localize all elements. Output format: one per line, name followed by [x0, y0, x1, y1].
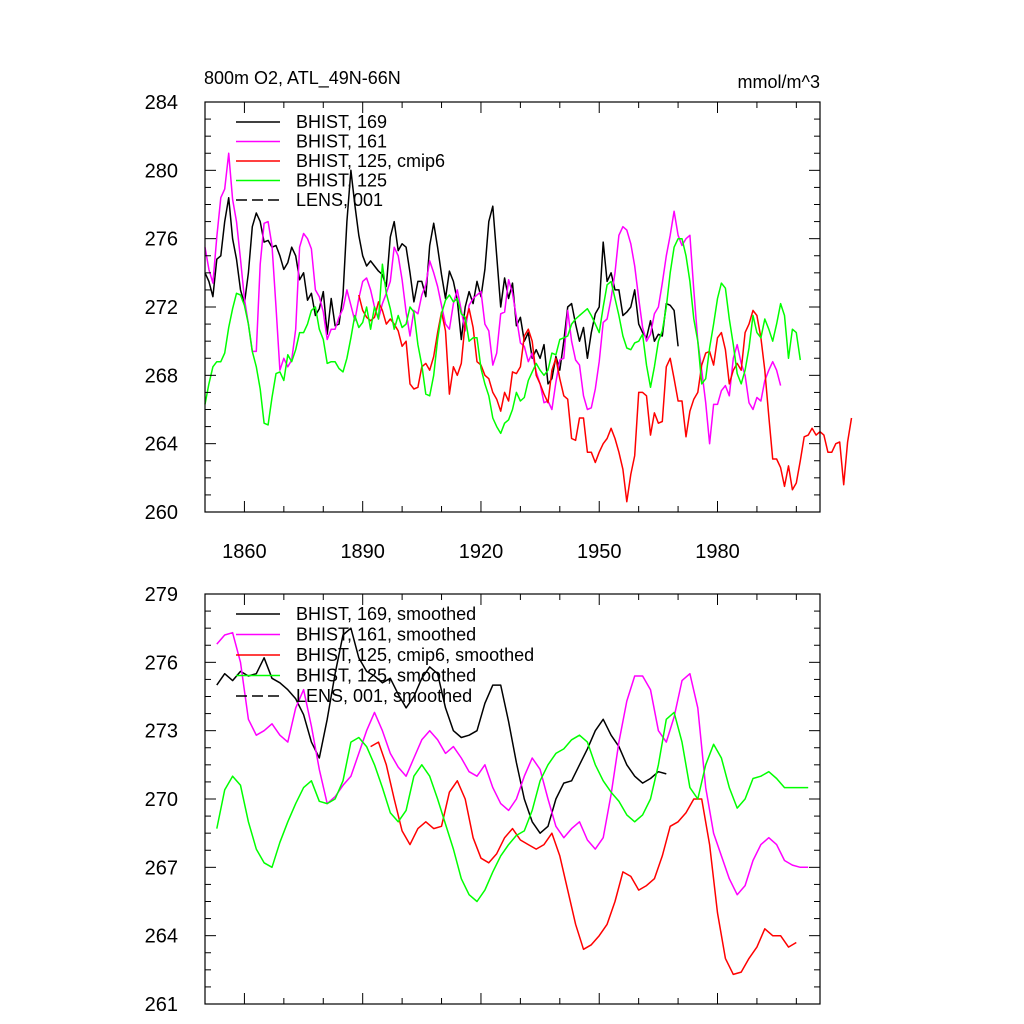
y-tick-label: 267 — [145, 857, 178, 879]
y-tick-label: 276 — [145, 652, 178, 674]
legend-label: BHIST, 125, smoothed — [296, 666, 476, 686]
series-line-0-3 — [204, 237, 802, 435]
series-line-1-3 — [216, 711, 809, 903]
x-tick-label: 1980 — [695, 541, 740, 563]
legend-label: BHIST, 125 — [296, 171, 387, 191]
legend-label: LENS, 001, smoothed — [296, 686, 472, 706]
series-line-1-0 — [216, 627, 667, 834]
y-tick-label: 268 — [145, 365, 178, 387]
x-tick-label: 1890 — [340, 541, 385, 563]
chart-panel-top: 800m O2, ATL_49N-66N mmol/m^3 260 264 268 2… — [145, 68, 853, 563]
y-tick-label: 264 — [145, 926, 178, 948]
y-tick-label: 264 — [145, 434, 178, 456]
legend-label: LENS, 001 — [296, 190, 383, 210]
x-tick-label: 1950 — [577, 541, 622, 563]
units-label: mmol/m^3 — [738, 72, 820, 92]
chart-panel-bottom: 261 264 267 270 273 276 279 BHIST, 169, smoothe… — [145, 584, 821, 1016]
legend-label: BHIST, 161 — [296, 132, 387, 152]
legend-label: BHIST, 169 — [296, 112, 387, 132]
y-tick-label: 272 — [145, 297, 178, 319]
y-tick-label: 276 — [145, 229, 178, 251]
legend-label: BHIST, 161, smoothed — [296, 625, 476, 645]
series-line-0-2 — [358, 294, 853, 503]
y-tick-label: 280 — [145, 160, 178, 182]
y-tick-label: 261 — [145, 994, 178, 1016]
y-tick-label: 270 — [145, 789, 178, 811]
y-tick-label: 260 — [145, 502, 178, 524]
legend-label: BHIST, 125, cmip6, smoothed — [296, 645, 534, 665]
chart-title: 800m O2, ATL_49N-66N — [204, 68, 401, 89]
legend-label: BHIST, 169, smoothed — [296, 604, 476, 624]
series-line-1-2 — [370, 741, 797, 976]
legend-label: BHIST, 125, cmip6 — [296, 151, 445, 171]
series-line-0-0 — [204, 169, 679, 385]
series-line-1-1 — [216, 631, 809, 896]
y-tick-label: 284 — [145, 92, 178, 114]
y-tick-label: 279 — [145, 584, 178, 606]
x-tick-label: 1860 — [222, 541, 267, 563]
x-tick-label: 1920 — [459, 541, 504, 563]
series-line-0-1 — [204, 152, 782, 445]
y-tick-label: 273 — [145, 721, 178, 743]
